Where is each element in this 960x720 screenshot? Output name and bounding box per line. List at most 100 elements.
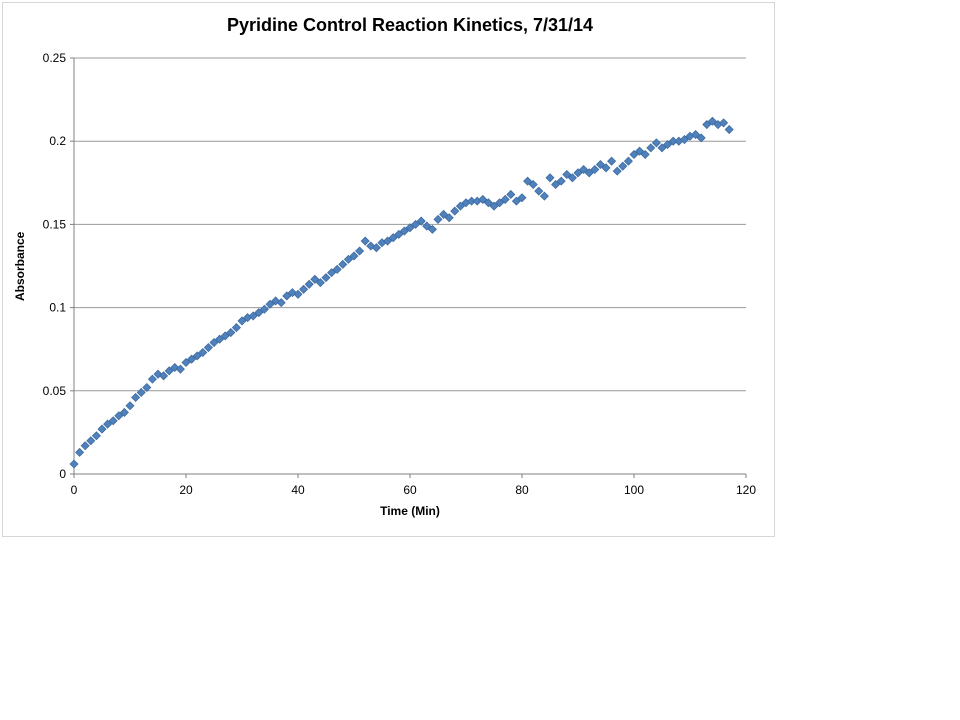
data-point-marker (388, 233, 398, 243)
x-tick-label: 100 (624, 483, 644, 497)
data-point-marker (595, 159, 605, 170)
x-axis-title: Time (Min) (380, 504, 440, 518)
data-point-marker (192, 351, 202, 361)
data-point-marker (338, 259, 348, 269)
data-point-marker (590, 164, 600, 175)
data-point-marker (629, 149, 639, 160)
data-point-marker (411, 219, 421, 229)
data-point-marker (360, 236, 370, 246)
data-point-marker (612, 166, 622, 176)
data-point-marker (724, 125, 734, 135)
data-point-marker (707, 116, 717, 126)
data-point-marker (321, 273, 331, 283)
data-point-marker (142, 382, 152, 393)
data-point-marker (635, 146, 645, 156)
data-point-marker (332, 264, 342, 274)
data-point-marker (584, 168, 594, 178)
data-point-marker (534, 186, 544, 196)
data-point-marker (455, 201, 465, 211)
y-tick-label: 0.05 (43, 384, 67, 398)
data-point-marker (556, 176, 566, 186)
data-point-marker (528, 179, 538, 189)
data-point-marker (276, 298, 286, 308)
data-point-marker (371, 243, 381, 253)
data-point-marker (80, 441, 90, 451)
data-point-marker (607, 156, 617, 166)
y-tick-label: 0.2 (49, 134, 66, 148)
data-point-marker (131, 392, 141, 402)
data-point-marker (618, 161, 628, 171)
data-point-marker (601, 163, 611, 173)
data-point-marker (91, 431, 101, 441)
data-point-marker (483, 198, 493, 208)
y-tick-label: 0.1 (49, 301, 66, 315)
data-point-marker (226, 328, 236, 338)
data-point-marker (231, 323, 241, 333)
data-point-marker (478, 194, 488, 204)
x-tick-label: 20 (179, 483, 193, 497)
data-point-marker (159, 371, 169, 381)
data-point-marker (209, 338, 219, 348)
data-point-marker (248, 311, 258, 321)
data-point-marker (444, 213, 454, 223)
data-point-marker (237, 316, 247, 326)
y-tick-label: 0 (59, 467, 66, 481)
data-point-marker (175, 364, 185, 374)
data-point-marker (97, 424, 107, 434)
data-point-marker (696, 133, 706, 143)
data-point-marker (495, 198, 505, 208)
data-point-marker (136, 387, 146, 397)
x-tick-label: 80 (515, 483, 529, 497)
data-point-marker (383, 236, 393, 246)
data-point-marker (551, 179, 561, 189)
data-point-marker (427, 224, 437, 234)
chart-title: Pyridine Control Reaction Kinetics, 7/31… (226, 15, 594, 35)
data-point-marker (108, 416, 118, 426)
data-point-marker (545, 173, 555, 183)
data-point-marker (679, 135, 689, 145)
data-point-marker (579, 164, 589, 175)
data-point-marker (86, 436, 96, 446)
data-point-marker (254, 308, 264, 318)
data-point-marker (198, 347, 208, 358)
data-point-marker (259, 304, 269, 314)
x-tick-label: 40 (291, 483, 305, 497)
data-point-marker (416, 216, 426, 226)
plot-area: 0 0.05 0.1 0.15 0.2 0.25 0 20 40 60 80 100 120 (43, 51, 757, 497)
data-point-marker (640, 149, 650, 160)
data-point-marker (299, 284, 309, 294)
data-point-marker (119, 407, 129, 417)
data-point-marker (422, 221, 432, 231)
data-point-marker (349, 251, 359, 261)
data-point-marker (215, 334, 225, 344)
data-point-marker (310, 274, 320, 284)
data-point-marker (433, 214, 443, 224)
data-point-marker (282, 291, 292, 301)
data-point-marker (220, 331, 230, 341)
data-point-marker (203, 343, 213, 353)
data-point-marker (646, 143, 656, 153)
x-tick-label: 0 (71, 483, 78, 497)
data-point-marker (489, 201, 499, 211)
x-tick-label: 120 (736, 483, 756, 497)
data-point-marker (719, 118, 729, 128)
data-point-marker (517, 193, 527, 203)
data-point-marker (114, 411, 124, 421)
data-point-marker (573, 168, 583, 178)
kinetics-chart[interactable]: Pyridine Control Reaction Kinetics, 7/31… (2, 2, 775, 537)
data-point-marker (439, 209, 449, 219)
data-point-marker (511, 196, 521, 206)
data-point-marker (125, 401, 135, 411)
data-point-marker (657, 143, 667, 153)
data-point-marker (691, 130, 701, 140)
data-series[interactable] (69, 116, 734, 469)
data-point-marker (69, 459, 79, 469)
data-point-marker (394, 229, 404, 239)
data-point-marker (562, 169, 572, 180)
data-point-marker (567, 173, 577, 183)
data-point-marker (265, 299, 275, 309)
data-point-marker (164, 366, 174, 376)
data-point-marker (500, 194, 510, 204)
data-point-marker (304, 279, 314, 289)
data-point-marker (181, 357, 191, 368)
